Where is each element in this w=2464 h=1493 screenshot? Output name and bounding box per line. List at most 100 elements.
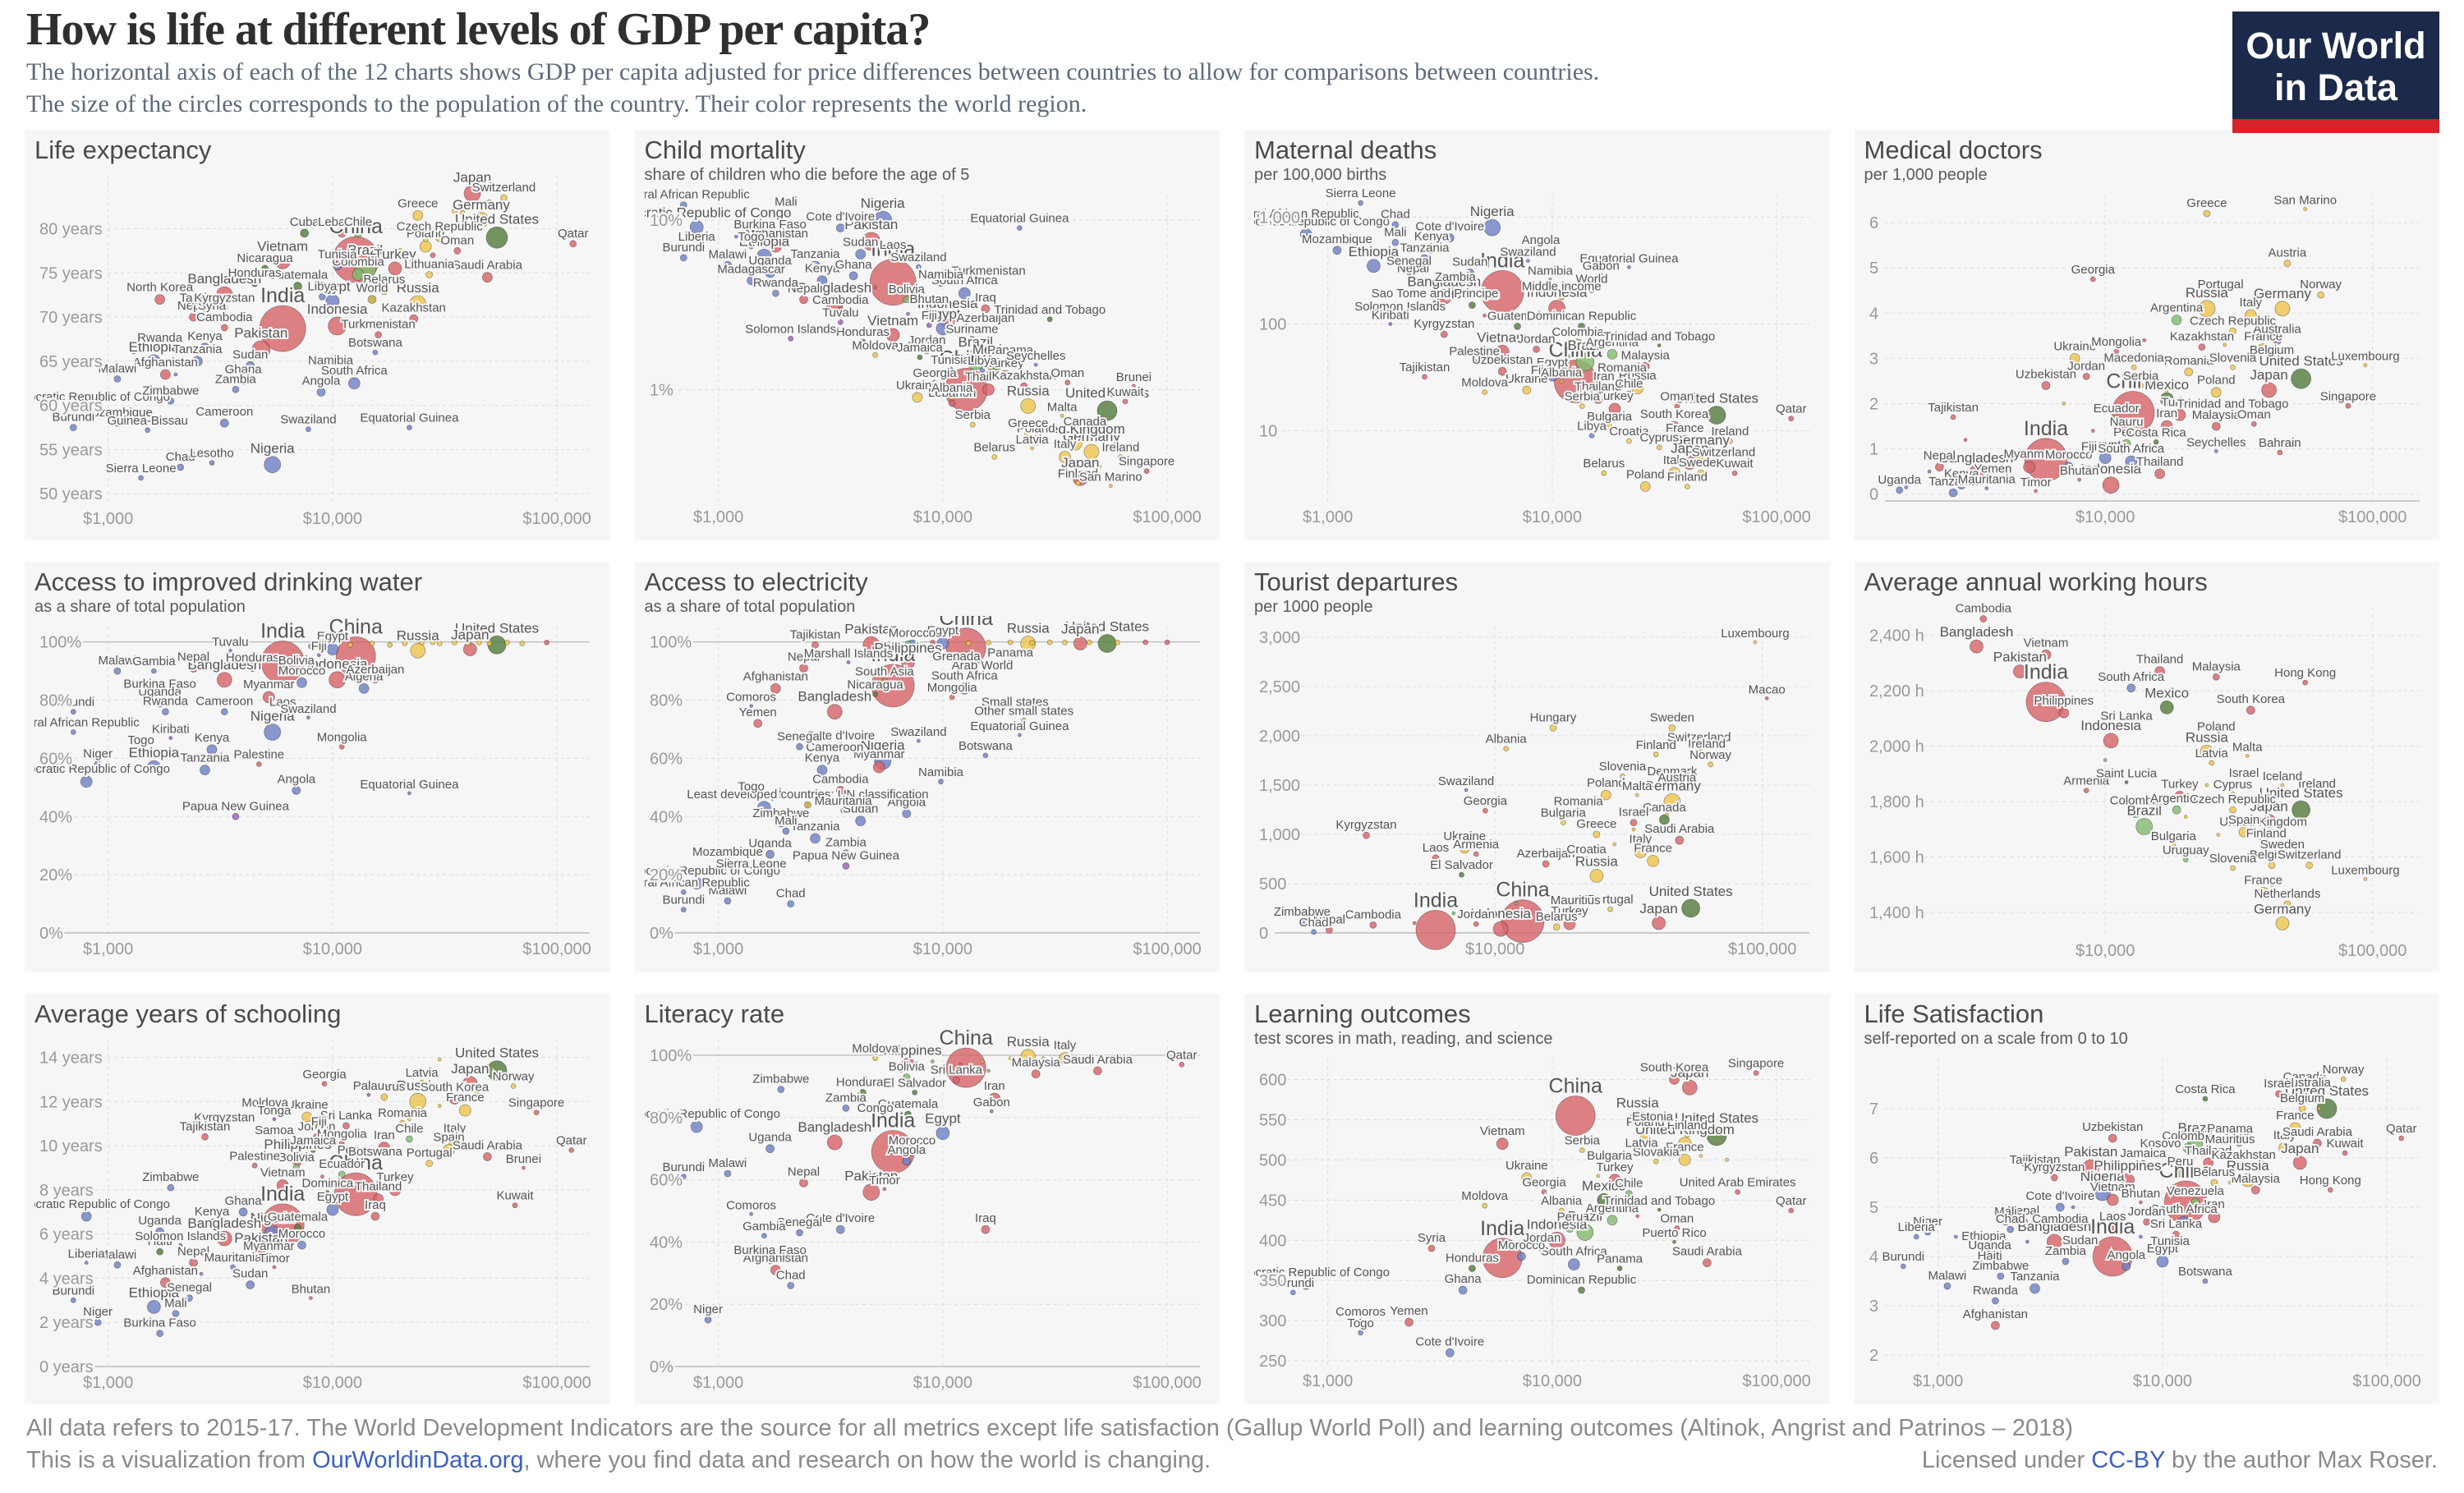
- point-label: United States: [2259, 785, 2342, 801]
- point-label: Japan: [2250, 367, 2287, 383]
- point-label: Saudi Arabia: [1672, 1244, 1743, 1258]
- y-axis-tick: 60%: [39, 750, 72, 768]
- point-label: Singapore: [1118, 454, 1174, 468]
- point-label: Senegal: [167, 1280, 212, 1294]
- scatter-point-morocco: [297, 677, 307, 688]
- chart-subtitle: per 100,000 births: [1254, 165, 1387, 184]
- scatter-point-poland: [2210, 386, 2222, 397]
- point-label: Oman: [440, 233, 474, 247]
- scatter-point-laos: [889, 251, 897, 260]
- scatter-point-belarus: [379, 286, 389, 295]
- point-label: Serbia: [954, 408, 991, 422]
- scatter-point-togo: [747, 792, 754, 799]
- scatter-point-finland: [1074, 480, 1081, 486]
- point-label: Bulgaria: [1587, 410, 1633, 424]
- x-axis-tick: $100,000: [2338, 942, 2406, 960]
- scatter-point-solomon-islands: [1398, 313, 1403, 318]
- scatter-point-egypt: [2155, 1255, 2168, 1268]
- point-label: Iraq: [974, 291, 995, 305]
- owid-link[interactable]: OurWorldinData.org: [312, 1446, 524, 1473]
- scatter-point-grenada: [954, 663, 958, 668]
- scatter-point-senegal: [186, 1293, 193, 1302]
- scatter-point-uganda: [765, 1143, 775, 1153]
- scatter-point-mauritius: [2227, 1146, 2232, 1151]
- scatter-point-belarus: [1601, 470, 1607, 476]
- scatter-point-bolivia: [902, 1073, 910, 1081]
- point-label: Sudan: [232, 1266, 268, 1280]
- point-label: Egypt: [317, 1190, 349, 1204]
- scatter-point-ethiopia: [146, 1299, 161, 1314]
- y-axis-tick: 2: [1869, 1347, 1878, 1365]
- point-label: Georgia: [1464, 794, 1508, 808]
- point-label: France: [2244, 329, 2282, 343]
- point-label: Fiji: [1531, 363, 1547, 377]
- point-label: Botswana: [348, 1145, 403, 1159]
- scatter-point-yemen: [752, 719, 762, 728]
- scatter-point-sierra-leone: [138, 475, 145, 480]
- point-label: Burkina Faso: [733, 1243, 806, 1257]
- scatter-point: [173, 372, 178, 377]
- scatter-point-philippines: [2057, 707, 2069, 719]
- point-label: Equatorial Guinea: [970, 719, 1069, 733]
- point-label: Burundi: [662, 1160, 705, 1174]
- point-label: San Marino: [2273, 193, 2337, 207]
- scatter-point-oman: [1064, 379, 1070, 385]
- ccby-link[interactable]: CC-BY: [2091, 1446, 2165, 1473]
- scatter-point: [1631, 827, 1636, 832]
- scatter-point-mauritania: [1984, 485, 1988, 490]
- scatter-point-trinidad-and-tobago: [2230, 410, 2235, 415]
- scatter-point-panama: [1616, 1265, 1623, 1271]
- scatter-point-saudi-arabia: [1675, 835, 1685, 845]
- point-label: Ukraine: [286, 1098, 329, 1112]
- scatter-point-solomon-islands: [787, 335, 793, 342]
- point-label: China: [939, 616, 992, 630]
- point-label: Timor: [2020, 475, 2051, 489]
- scatter-point-burkina-faso: [156, 690, 164, 698]
- scatter-point-united-kingdom: [2256, 828, 2269, 841]
- point-label: Austria: [2268, 246, 2306, 260]
- scatter-point-russia: [1019, 635, 1036, 651]
- point-label: Jordan: [908, 333, 945, 347]
- scatter-point: [1041, 1055, 1045, 1060]
- point-label: Gabon: [972, 1096, 1009, 1109]
- point-label: Lebanon: [318, 215, 365, 229]
- point-label: Mexico: [972, 342, 1016, 357]
- scatter-point: [872, 285, 877, 290]
- scatter-point-turkey: [1608, 402, 1621, 416]
- x-axis-tick: $10,000: [2076, 942, 2135, 960]
- point-label: Egypt: [925, 1110, 961, 1126]
- scatter-point-ukraine: [1522, 385, 1532, 395]
- owid-logo[interactable]: Our World in Data: [2232, 11, 2439, 133]
- scatter-point-chad: [1391, 220, 1400, 228]
- point-label: Swaziland: [890, 250, 946, 264]
- point-label: Indonesia: [1527, 284, 1588, 300]
- point-label: Congo: [857, 1100, 893, 1114]
- point-label: France: [2244, 873, 2282, 887]
- scatter-point-nigeria: [872, 210, 892, 230]
- scatter-point-congo: [871, 1114, 878, 1120]
- scatter-point-senegal: [795, 1229, 803, 1237]
- point-label: Honduras: [835, 1075, 889, 1089]
- point-label: Cambodia: [1345, 907, 1402, 921]
- scatter-point-qatar: [569, 240, 577, 247]
- scatter-point-brazil: [1575, 352, 1595, 371]
- scatter-point-jordan: [1473, 921, 1479, 927]
- scatter-point-tanzania: [200, 764, 210, 775]
- scatter-point-haiti: [1985, 1262, 1993, 1270]
- scatter-point-australia: [2272, 335, 2282, 345]
- point-label: Italy: [1663, 453, 1686, 467]
- point-label: Jamaica: [2120, 1146, 2167, 1160]
- y-axis-tick: 1,600 h: [1869, 848, 1924, 866]
- scatter-point-peru: [2175, 1168, 2185, 1178]
- scatter-point-fiji: [316, 652, 321, 657]
- point-label: Bolivia: [278, 1151, 315, 1165]
- point-label: Denmark: [1647, 765, 1697, 779]
- point-label: Democratic Republic of Congo: [1254, 1266, 1390, 1279]
- scatter-point-latvia: [2208, 760, 2214, 765]
- point-label: Chad: [166, 450, 195, 464]
- scatter-point-nepal: [798, 1178, 808, 1188]
- scatter-point: [1142, 639, 1148, 645]
- point-label: Uzbekistan: [2082, 1120, 2143, 1134]
- scatter-point-france: [458, 1104, 471, 1117]
- scatter-point-portugal: [425, 1159, 434, 1167]
